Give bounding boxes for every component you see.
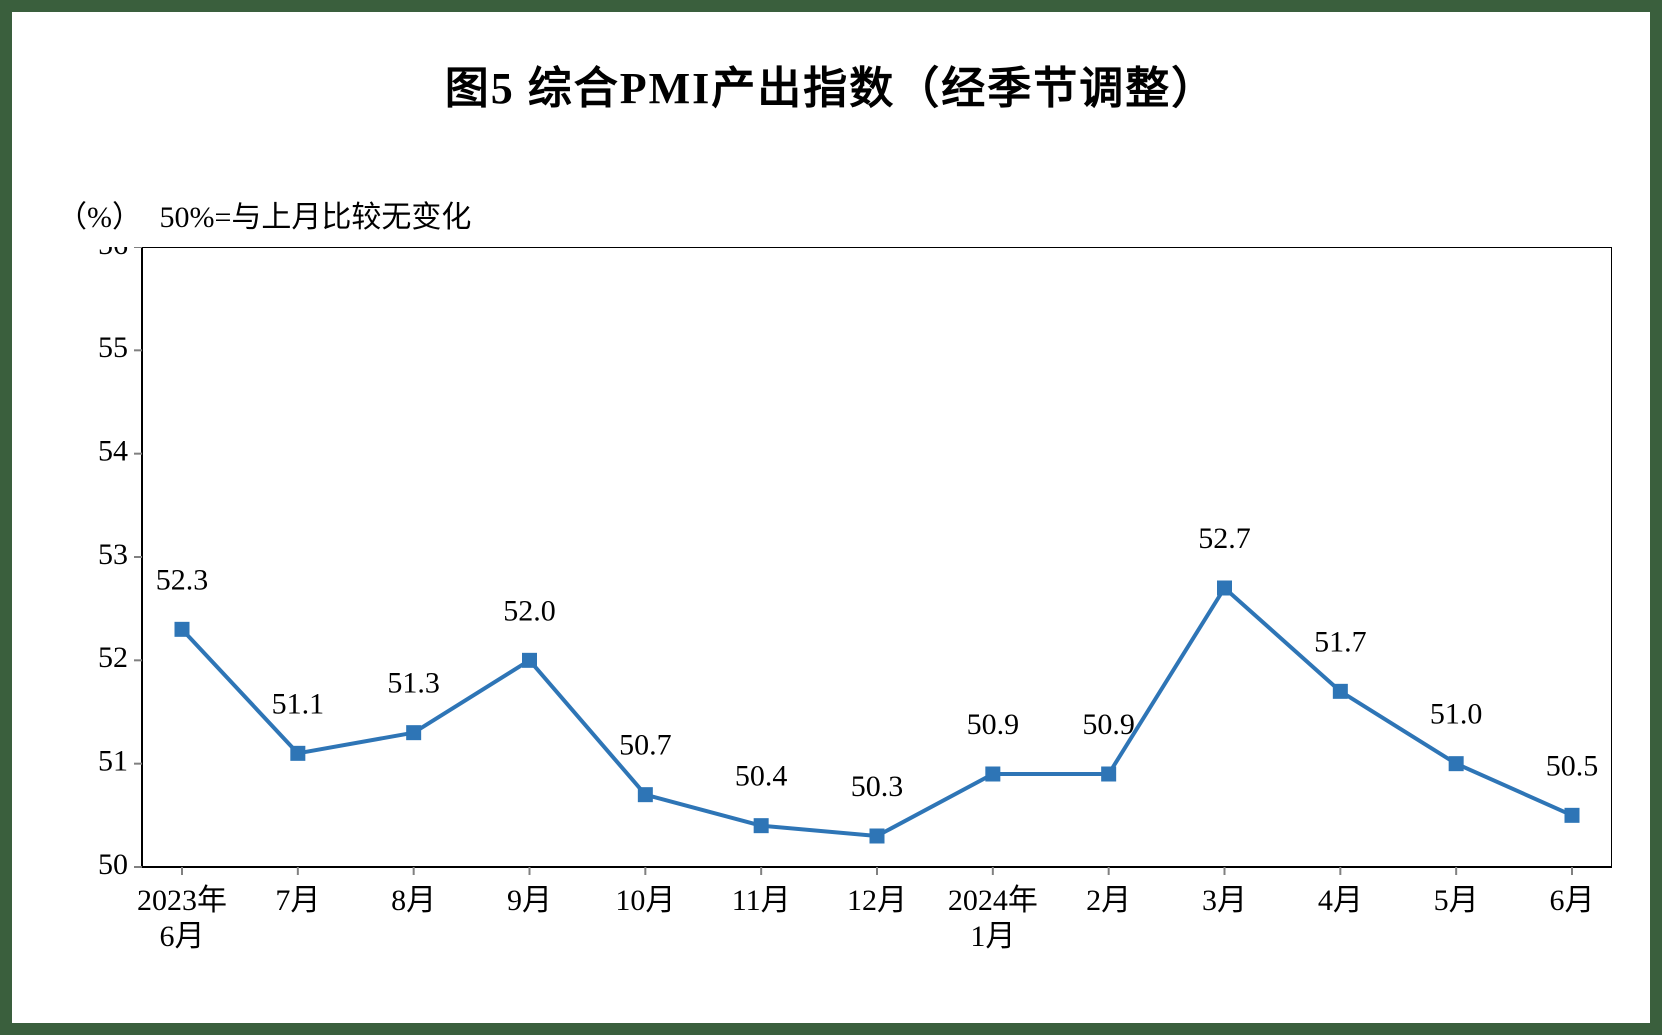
data-point-label: 52.7: [1198, 522, 1251, 555]
y-tick-label: 53: [98, 538, 128, 571]
chart-title: 图5 综合PMI产出指数（经季节调整）: [12, 52, 1650, 116]
y-tick-label: 55: [98, 331, 128, 364]
chart-subtitle-note: 50%=与上月比较无变化: [160, 201, 472, 234]
x-tick-label: 3月: [1202, 884, 1247, 917]
data-point-label: 52.0: [503, 594, 556, 627]
chart-frame: 图5 综合PMI产出指数（经季节调整） （%） 50%=与上月比较无变化 50 5…: [0, 0, 1662, 1035]
data-point-marker: [638, 788, 652, 802]
data-point-marker: [1333, 684, 1347, 698]
plot-area: 505152535455562023年6月7月8月9月10月11月12月2024…: [142, 247, 1612, 987]
y-tick-label: 54: [98, 435, 128, 468]
x-tick-label: 11月: [732, 884, 791, 917]
data-point-marker: [1449, 757, 1463, 771]
data-point-marker: [175, 622, 189, 636]
y-tick-label: 52: [98, 641, 128, 674]
x-tick-label: 2023年: [137, 884, 227, 917]
x-tick-label: 6月: [1550, 884, 1595, 917]
x-tick-label: 10月: [615, 884, 675, 917]
data-point-label: 50.9: [967, 708, 1020, 741]
x-tick-label: 2月: [1086, 884, 1131, 917]
data-point-label: 50.3: [851, 770, 904, 803]
x-tick-label: 7月: [275, 884, 320, 917]
data-point-marker: [407, 726, 421, 740]
data-point-label: 50.9: [1082, 708, 1135, 741]
y-tick-label: 56: [98, 247, 128, 261]
x-tick-label: 5月: [1434, 884, 1479, 917]
x-tick-label: 6月: [160, 920, 205, 953]
data-point-marker: [1102, 767, 1116, 781]
data-point-label: 51.1: [272, 687, 325, 720]
chart-subtitle: （%） 50%=与上月比较无变化: [57, 192, 471, 236]
line-chart-svg: 505152535455562023年6月7月8月9月10月11月12月2024…: [52, 247, 1612, 987]
x-tick-label: 8月: [391, 884, 436, 917]
y-tick-label: 50: [98, 848, 128, 881]
y-axis-unit: （%）: [57, 201, 142, 234]
x-tick-label: 4月: [1318, 884, 1363, 917]
x-tick-label: 9月: [507, 884, 552, 917]
data-point-marker: [986, 767, 1000, 781]
data-point-label: 50.7: [619, 729, 672, 762]
data-point-label: 51.3: [387, 667, 440, 700]
x-tick-label: 1月: [970, 920, 1015, 953]
data-point-marker: [754, 819, 768, 833]
data-point-marker: [1565, 808, 1579, 822]
y-tick-label: 51: [98, 745, 128, 778]
data-point-label: 51.0: [1430, 698, 1483, 731]
data-point-marker: [523, 653, 537, 667]
data-point-marker: [870, 829, 884, 843]
data-point-label: 50.5: [1546, 749, 1599, 782]
data-point-marker: [1218, 581, 1232, 595]
x-tick-label: 2024年: [948, 884, 1038, 917]
x-tick-label: 12月: [847, 884, 907, 917]
data-point-label: 52.3: [156, 563, 209, 596]
data-point-label: 51.7: [1314, 625, 1367, 658]
data-point-label: 50.4: [735, 760, 788, 793]
data-point-marker: [291, 746, 305, 760]
